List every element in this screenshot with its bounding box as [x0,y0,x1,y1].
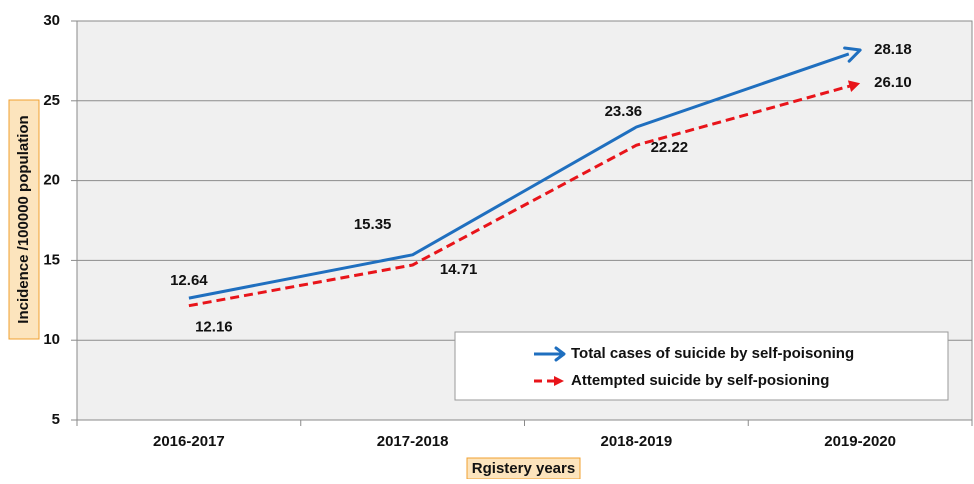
y-tick-label-10: 10 [43,331,60,348]
x-tick-label-2017-2018: 2017-2018 [377,433,449,450]
series-arrowhead-0 [843,46,862,63]
y-axis-title: Incidence /100000 population [8,99,40,340]
legend-label-total: Total cases of suicide by self-poisoning [571,345,854,362]
x-tick-label-2018-2019: 2018-2019 [601,433,673,450]
legend-box [454,331,949,401]
legend-label-attempted: Attempted suicide by self-posioning [571,372,829,389]
data-label-s0-2: 23.36 [605,103,643,120]
y-tick-label-20: 20 [43,172,60,189]
data-label-s0-1: 15.35 [354,216,392,233]
y-tick-label-5: 5 [52,411,60,428]
data-labels: 12.64 15.35 23.36 28.18 12.16 14.71 22.22 26.10 [170,41,912,336]
y-axis-title-text: Incidence /100000 population [15,115,32,323]
y-axis-title-box [8,99,40,340]
data-label-s0-3: 28.18 [874,41,912,58]
x-tick-label-2019-2020: 2019-2020 [824,433,896,450]
series-lines [188,46,862,308]
x-tick-label-2016-2017: 2016-2017 [153,433,225,450]
legend-entries [534,346,566,386]
legend-swatch-arrowhead-1 [554,376,564,386]
y-tick-label-25: 25 [43,92,60,109]
data-label-s1-3: 26.10 [874,74,912,91]
y-tick-label-15: 15 [43,251,60,268]
y-tick-labels: 5 10 15 20 25 30 [43,12,60,428]
series-line-1 [188,84,852,308]
data-label-s1-2: 22.22 [651,139,689,156]
x-axis-title: Rgistery years [466,457,581,480]
axes [71,20,973,426]
legend-swatch-arrowhead-0 [554,346,566,362]
data-label-s1-1: 14.71 [440,261,478,278]
x-tick-labels: 2016-2017 2017-2018 2018-2019 2019-2020 [153,433,896,450]
y-tick-label-30: 30 [43,12,60,29]
data-label-s0-0: 12.64 [170,272,208,289]
series-arrowhead-1 [847,80,861,92]
legend: Total cases of suicide by self-poisoning… [454,331,949,401]
x-axis-title-text: Rgistery years [472,460,575,477]
series-line-0 [188,52,850,300]
data-label-s1-0: 12.16 [195,319,233,336]
